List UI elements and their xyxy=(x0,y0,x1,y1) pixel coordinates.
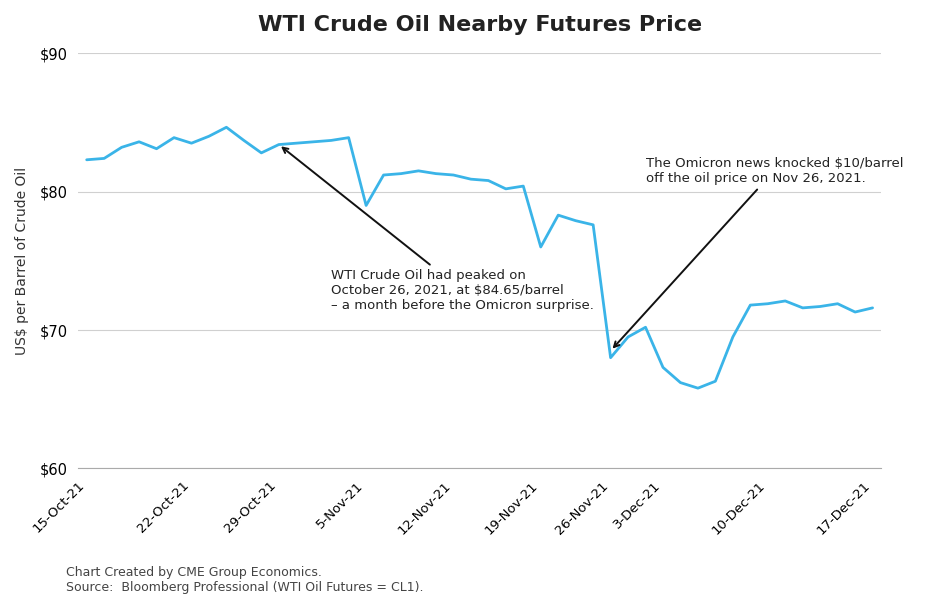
Title: WTI Crude Oil Nearby Futures Price: WTI Crude Oil Nearby Futures Price xyxy=(258,15,701,35)
Y-axis label: US$ per Barrel of Crude Oil: US$ per Barrel of Crude Oil xyxy=(15,167,29,355)
Text: Chart Created by CME Group Economics.
Source:  Bloomberg Professional (WTI Oil F: Chart Created by CME Group Economics. So… xyxy=(66,566,423,594)
Text: WTI Crude Oil had peaked on
October 26, 2021, at $84.65/barrel
– a month before : WTI Crude Oil had peaked on October 26, … xyxy=(283,148,594,312)
Text: The Omicron news knocked $10/barrel
off the oil price on Nov 26, 2021.: The Omicron news knocked $10/barrel off … xyxy=(614,157,903,347)
